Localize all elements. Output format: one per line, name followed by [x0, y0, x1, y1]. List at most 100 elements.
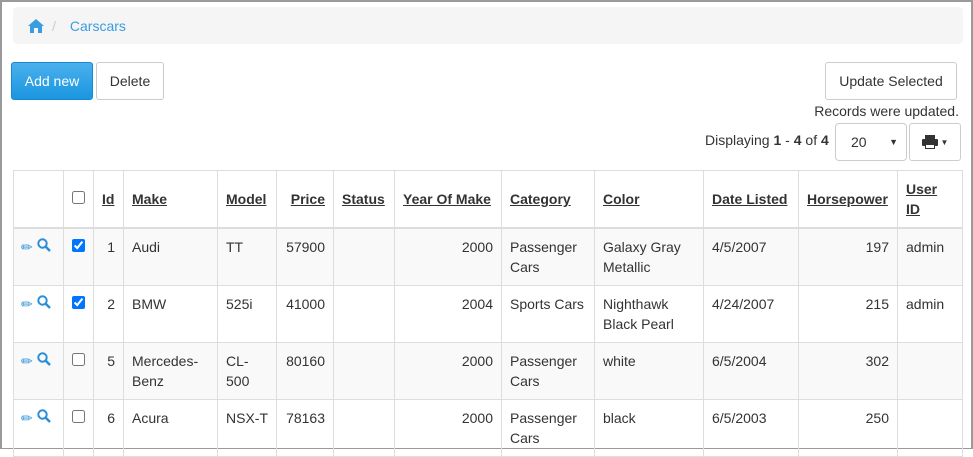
home-icon[interactable] — [28, 18, 44, 33]
pagination-total: 4 — [821, 132, 829, 148]
header-category[interactable]: Category — [501, 170, 595, 229]
header-make[interactable]: Make — [123, 170, 218, 229]
cell-status — [333, 399, 395, 457]
cell-category: Passenger Cars — [501, 342, 595, 400]
pagination-from: 1 — [773, 132, 782, 148]
actions-header — [13, 170, 64, 229]
cell-price: 41000 — [276, 285, 334, 343]
select-all-checkbox[interactable] — [72, 191, 85, 204]
cell-make: Audi — [123, 227, 218, 286]
breadcrumb-current[interactable]: Carscars — [69, 17, 126, 34]
cell-status — [333, 285, 395, 343]
row-checkbox[interactable] — [72, 410, 85, 423]
page-size-select[interactable]: 20 ▼ — [835, 123, 907, 161]
search-icon[interactable] — [36, 409, 51, 423]
table-row: ✏ 2 BMW 525i 41000 2004 Sports Cars Nighthawk … — [13, 285, 963, 343]
breadcrumb-separator: / — [52, 17, 56, 34]
cell-price: 57900 — [276, 227, 334, 286]
cell-id: 5 — [93, 342, 124, 400]
print-button[interactable]: ▼ — [909, 123, 961, 161]
page-size-value: 20 — [851, 134, 867, 150]
row-checkbox[interactable] — [72, 239, 85, 252]
pagination-dash: - — [785, 132, 790, 148]
cell-category: Sports Cars — [501, 285, 595, 343]
cell-make: Acura — [123, 399, 218, 457]
cell-id: 2 — [93, 285, 124, 343]
cell-hp: 302 — [798, 342, 898, 400]
row-select — [63, 227, 94, 286]
cell-date: 4/5/2007 — [703, 227, 799, 286]
pagination-to: 4 — [793, 132, 802, 148]
edit-icon[interactable]: ✏ — [21, 353, 33, 369]
cell-price: 80160 — [276, 342, 334, 400]
header-model[interactable]: Model — [217, 170, 277, 229]
cell-model: NSX-T — [217, 399, 277, 457]
chevron-down-icon: ▼ — [889, 137, 898, 147]
cell-hp: 215 — [798, 285, 898, 343]
cell-model: CL-500 — [217, 342, 277, 400]
cell-id: 1 — [93, 227, 124, 286]
row-checkbox[interactable] — [72, 296, 85, 309]
edit-icon[interactable]: ✏ — [21, 410, 33, 426]
search-icon[interactable] — [36, 238, 51, 252]
cell-year: 2000 — [394, 399, 502, 457]
cell-model: TT — [217, 227, 277, 286]
row-actions: ✏ — [13, 227, 64, 286]
pagination-of: of — [805, 132, 818, 148]
row-actions: ✏ — [13, 285, 64, 343]
cell-hp: 197 — [798, 227, 898, 286]
cell-make: Mercedes-Benz — [123, 342, 218, 400]
cell-hp: 250 — [798, 399, 898, 457]
cell-year: 2004 — [394, 285, 502, 343]
table-row: ✏ 6 Acura NSX-T 78163 2000 Passenger Cars blac… — [13, 399, 963, 457]
cell-color: white — [594, 342, 704, 400]
breadcrumb: / Carscars — [13, 7, 963, 44]
header-horsepower[interactable]: Horsepower — [798, 170, 898, 229]
update-selected-button[interactable]: Update Selected — [825, 62, 957, 100]
cell-category: Passenger Cars — [501, 399, 595, 457]
cell-date: 4/24/2007 — [703, 285, 799, 343]
table-row: ✏ 1 Audi TT 57900 2000 Passenger Cars Galaxy G… — [13, 227, 963, 286]
pagination-info: Displaying 1 - 4 of 4 — [705, 132, 829, 148]
cars-table: Id Make Model Price Status Year Of Make … — [13, 170, 963, 457]
header-user-id[interactable]: User ID — [897, 170, 963, 229]
header-status[interactable]: Status — [333, 170, 395, 229]
search-icon[interactable] — [36, 295, 51, 309]
cell-price: 78163 — [276, 399, 334, 457]
print-icon — [921, 135, 938, 149]
select-all-header — [63, 170, 94, 229]
header-year[interactable]: Year Of Make — [394, 170, 502, 229]
cell-date: 6/5/2004 — [703, 342, 799, 400]
row-select — [63, 285, 94, 343]
cell-id: 6 — [93, 399, 124, 457]
row-select — [63, 342, 94, 400]
cell-user: admin — [897, 227, 963, 286]
pagination-prefix: Displaying — [705, 132, 770, 148]
header-color[interactable]: Color — [594, 170, 704, 229]
header-date-listed[interactable]: Date Listed — [703, 170, 799, 229]
cell-status — [333, 227, 395, 286]
cell-color: Nighthawk Black Pearl — [594, 285, 704, 343]
edit-icon[interactable]: ✏ — [21, 296, 33, 312]
caret-down-icon: ▼ — [940, 137, 949, 147]
cell-color: black — [594, 399, 704, 457]
cell-year: 2000 — [394, 342, 502, 400]
edit-icon[interactable]: ✏ — [21, 239, 33, 255]
table-header-row: Id Make Model Price Status Year Of Make … — [13, 170, 963, 229]
table-row: ✏ 5 Mercedes-Benz CL-500 80160 2000 Passenger… — [13, 342, 963, 400]
header-price[interactable]: Price — [276, 170, 334, 229]
row-checkbox[interactable] — [72, 353, 85, 366]
cell-user — [897, 399, 963, 457]
cell-category: Passenger Cars — [501, 227, 595, 286]
cell-model: 525i — [217, 285, 277, 343]
search-icon[interactable] — [36, 352, 51, 366]
delete-button[interactable]: Delete — [96, 62, 164, 100]
cell-user — [897, 342, 963, 400]
cell-color: Galaxy Gray Metallic — [594, 227, 704, 286]
row-actions: ✏ — [13, 399, 64, 457]
status-message: Records were updated. — [814, 103, 959, 119]
add-new-button[interactable]: Add new — [11, 62, 93, 100]
cell-year: 2000 — [394, 227, 502, 286]
header-id[interactable]: Id — [93, 170, 124, 229]
